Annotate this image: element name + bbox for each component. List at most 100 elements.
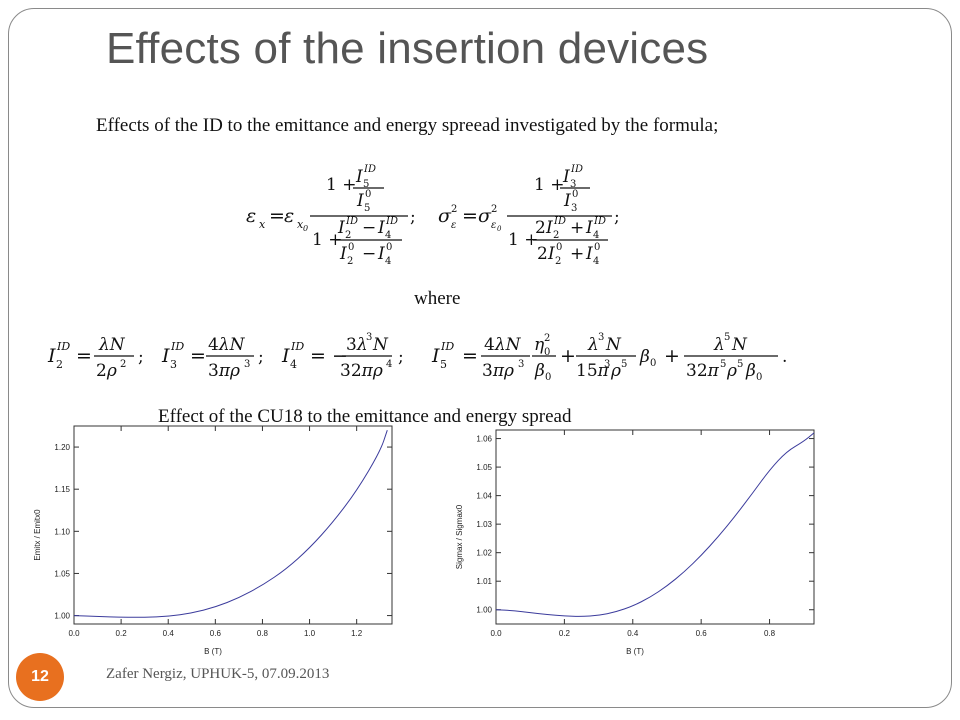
svg-text:3: 3 <box>366 332 372 343</box>
svg-text:I: I <box>337 218 345 238</box>
svg-text:0: 0 <box>756 372 762 383</box>
x-tick-label: 0.2 <box>559 629 571 638</box>
svg-text:ID: ID <box>290 340 304 353</box>
svg-text:3λ: 3λ <box>346 335 368 355</box>
svg-text:β: β <box>639 347 650 367</box>
svg-text:0: 0 <box>556 242 562 253</box>
svg-text:.: . <box>782 347 787 367</box>
emittance-chart: 1.00 1.05 1.10 1.15 1.20 0.0 0.2 0.4 0.6 0.8 1.0 1.… <box>33 425 393 656</box>
x-axis-label: B (T) <box>204 647 222 656</box>
y-axis-label: Sigmax / Sigmax0 <box>455 504 464 569</box>
svg-text:−: − <box>362 218 376 238</box>
svg-text:0: 0 <box>497 225 502 233</box>
series-line <box>495 432 815 617</box>
svg-text:1 +: 1 + <box>534 175 564 195</box>
svg-text:ε: ε <box>491 220 496 231</box>
svg-text:I: I <box>563 191 571 211</box>
svg-text:5: 5 <box>724 332 730 343</box>
svg-text:I: I <box>47 345 56 367</box>
slide-frame <box>8 8 952 708</box>
svg-text:0: 0 <box>348 242 354 253</box>
svg-text:4λN: 4λN <box>208 335 246 355</box>
svg-text:x: x <box>297 218 304 231</box>
svg-text:N: N <box>372 335 389 355</box>
svg-text:I: I <box>585 218 593 238</box>
svg-text:0: 0 <box>594 242 600 253</box>
svg-text:= −: = − <box>310 345 348 367</box>
svg-text:3πρ: 3πρ <box>482 361 514 381</box>
svg-text:1 +: 1 + <box>312 230 342 250</box>
svg-text:2: 2 <box>555 256 561 267</box>
svg-text:4: 4 <box>385 256 391 267</box>
svg-text:ρ: ρ <box>610 361 621 381</box>
svg-text:0: 0 <box>386 242 392 253</box>
svg-text:N: N <box>605 335 622 355</box>
y-tick-label: 1.04 <box>476 492 492 501</box>
svg-text:0: 0 <box>650 358 656 369</box>
integrals-block: I 2 ID = λN 2ρ 2 ; I 3 ID = 4λN 3πρ 3 ; … <box>47 332 787 383</box>
svg-text:0: 0 <box>365 189 371 200</box>
svg-text:+: + <box>570 218 584 238</box>
svg-text:σ: σ <box>438 205 452 227</box>
svg-text:2: 2 <box>56 358 63 371</box>
svg-text:ε: ε <box>451 220 456 231</box>
svg-text:ρ: ρ <box>726 361 737 381</box>
energy-spread-formula: σ 2 ε = σ 2 ε 0 1 + I 3 ID I 3 0 1 + 2 I… <box>438 164 620 267</box>
svg-text:ε: ε <box>246 205 256 227</box>
svg-text:=: = <box>76 345 92 367</box>
svg-text:ID: ID <box>363 164 376 175</box>
y-tick-label: 1.00 <box>476 606 492 615</box>
emittance-formula: ε x = ε x 0 1 + I 5 ID I 5 0 1 + I 2 ID … <box>246 164 416 267</box>
svg-text:2: 2 <box>491 204 497 215</box>
y-axis-label: Emitx / Emitx0 <box>33 509 42 561</box>
chart-caption: Effect of the CU18 to the emittance and … <box>158 406 572 427</box>
y-tick-label: 1.02 <box>476 549 492 558</box>
x-tick-label: 0.8 <box>764 629 776 638</box>
y-tick-label: 1.05 <box>476 463 492 472</box>
plot-frame <box>495 429 815 625</box>
svg-text:+: + <box>664 345 680 367</box>
svg-text:4: 4 <box>290 358 297 371</box>
i4-formula: I 4 ID = − 3λ 3 N 32πρ 4 ; <box>281 332 404 381</box>
svg-text:2: 2 <box>347 256 353 267</box>
svg-text:I: I <box>377 218 385 238</box>
svg-text:1 +: 1 + <box>326 175 356 195</box>
svg-text:=: = <box>190 345 206 367</box>
x-tick-label: 1.0 <box>304 629 316 638</box>
x-tick-label: 0.6 <box>696 629 708 638</box>
svg-text:5: 5 <box>440 358 447 371</box>
svg-text:3: 3 <box>170 358 177 371</box>
svg-text:ID: ID <box>593 216 606 227</box>
svg-text:I: I <box>356 191 364 211</box>
svg-text:I: I <box>562 167 570 187</box>
where-label: where <box>414 288 461 309</box>
svg-text:ID: ID <box>570 164 583 175</box>
svg-text:σ: σ <box>478 205 492 227</box>
x-tick-label: 0.0 <box>68 629 80 638</box>
svg-text:=: = <box>462 345 478 367</box>
svg-text:I: I <box>431 345 440 367</box>
svg-text:4λN: 4λN <box>484 335 522 355</box>
svg-text:0: 0 <box>572 189 578 200</box>
svg-text:N: N <box>731 335 748 355</box>
svg-text:;: ; <box>258 347 264 367</box>
svg-text:I: I <box>281 345 290 367</box>
y-tick-label: 1.20 <box>54 443 70 452</box>
svg-text:β: β <box>745 361 756 381</box>
slide-title: Effects of the insertion devices <box>106 24 709 73</box>
svg-text:λ: λ <box>587 335 599 355</box>
svg-text:−: − <box>362 244 376 264</box>
svg-text:2: 2 <box>544 333 550 344</box>
page-number-badge: 12 <box>16 653 64 701</box>
x-tick-label: 0.8 <box>257 629 269 638</box>
svg-text:5: 5 <box>621 359 627 370</box>
svg-text:I: I <box>355 167 363 187</box>
y-tick-label: 1.15 <box>54 485 70 494</box>
x-axis-label: B (T) <box>626 647 644 656</box>
x-tick-label: 0.4 <box>163 629 175 638</box>
svg-text:2: 2 <box>537 244 548 264</box>
svg-text:;: ; <box>138 347 144 367</box>
svg-text:I: I <box>339 244 347 264</box>
svg-text:0: 0 <box>544 347 550 358</box>
svg-text:I: I <box>377 244 385 264</box>
